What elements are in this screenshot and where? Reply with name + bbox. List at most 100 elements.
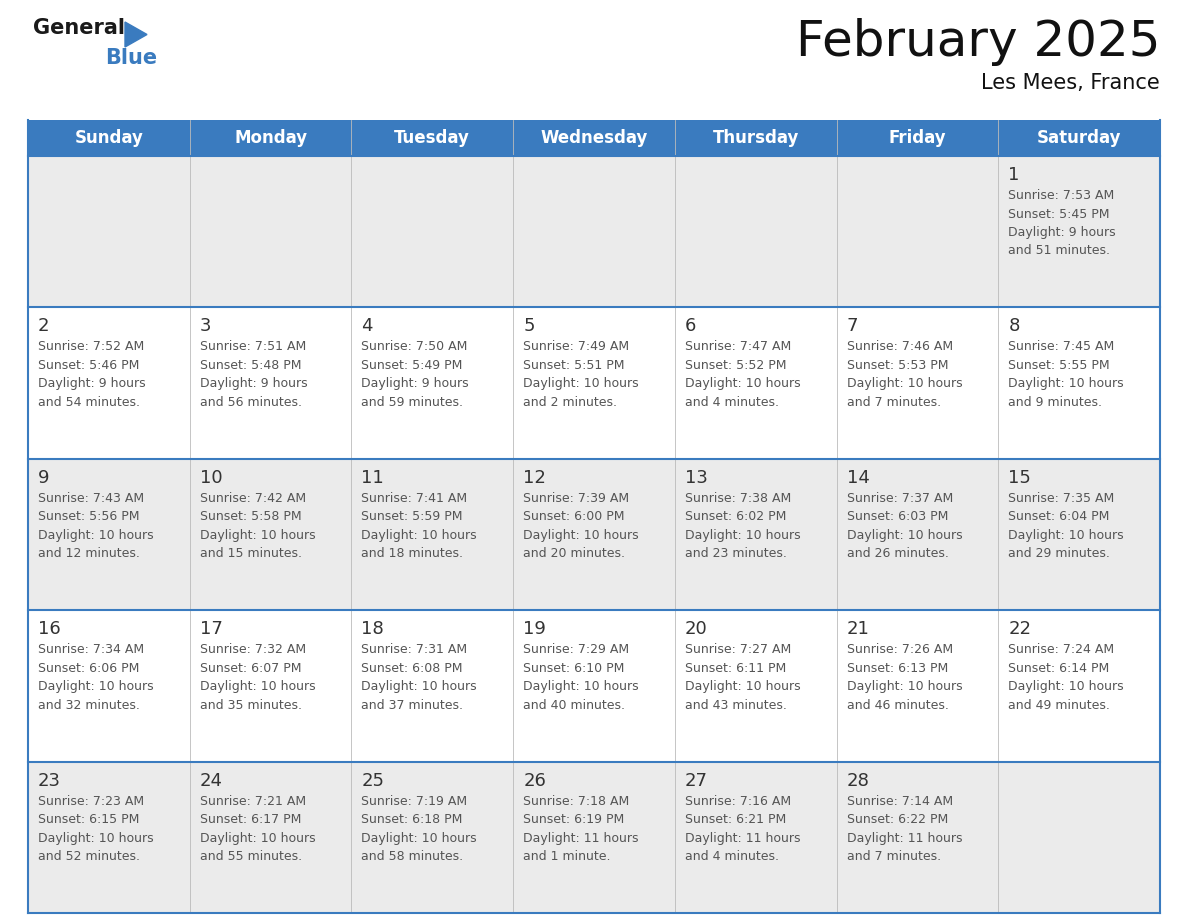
Text: Sunset: 6:17 PM: Sunset: 6:17 PM bbox=[200, 813, 301, 826]
Text: Sunrise: 7:23 AM: Sunrise: 7:23 AM bbox=[38, 795, 144, 808]
Text: Sunrise: 7:47 AM: Sunrise: 7:47 AM bbox=[684, 341, 791, 353]
Text: Sunset: 6:21 PM: Sunset: 6:21 PM bbox=[684, 813, 786, 826]
Text: Sunrise: 7:49 AM: Sunrise: 7:49 AM bbox=[523, 341, 630, 353]
Text: February 2025: February 2025 bbox=[796, 18, 1159, 66]
Text: Daylight: 9 hours: Daylight: 9 hours bbox=[361, 377, 469, 390]
Text: General: General bbox=[33, 18, 125, 38]
Text: 5: 5 bbox=[523, 318, 535, 335]
Text: Sunset: 5:51 PM: Sunset: 5:51 PM bbox=[523, 359, 625, 372]
Bar bbox=[29, 156, 1159, 308]
Text: Sunrise: 7:41 AM: Sunrise: 7:41 AM bbox=[361, 492, 468, 505]
Text: Sunrise: 7:29 AM: Sunrise: 7:29 AM bbox=[523, 644, 630, 656]
Text: and 46 minutes.: and 46 minutes. bbox=[847, 699, 948, 711]
Text: Sunrise: 7:26 AM: Sunrise: 7:26 AM bbox=[847, 644, 953, 656]
Text: Sunrise: 7:16 AM: Sunrise: 7:16 AM bbox=[684, 795, 791, 808]
Text: Sunset: 6:15 PM: Sunset: 6:15 PM bbox=[38, 813, 139, 826]
Text: Daylight: 10 hours: Daylight: 10 hours bbox=[847, 529, 962, 542]
Text: 1: 1 bbox=[1009, 166, 1019, 184]
Text: and 43 minutes.: and 43 minutes. bbox=[684, 699, 786, 711]
Text: Sunrise: 7:34 AM: Sunrise: 7:34 AM bbox=[38, 644, 144, 656]
Text: 16: 16 bbox=[38, 621, 61, 638]
Text: 24: 24 bbox=[200, 772, 222, 789]
Text: and 40 minutes.: and 40 minutes. bbox=[523, 699, 625, 711]
Text: Sunrise: 7:46 AM: Sunrise: 7:46 AM bbox=[847, 341, 953, 353]
Text: Sunset: 6:06 PM: Sunset: 6:06 PM bbox=[38, 662, 139, 675]
Bar bbox=[29, 120, 1159, 156]
Text: 18: 18 bbox=[361, 621, 384, 638]
Text: and 20 minutes.: and 20 minutes. bbox=[523, 547, 625, 560]
Text: 9: 9 bbox=[38, 469, 50, 487]
Text: 3: 3 bbox=[200, 318, 211, 335]
Text: and 4 minutes.: and 4 minutes. bbox=[684, 850, 779, 863]
Text: Daylight: 11 hours: Daylight: 11 hours bbox=[847, 832, 962, 845]
Text: Sunset: 6:18 PM: Sunset: 6:18 PM bbox=[361, 813, 463, 826]
Text: 7: 7 bbox=[847, 318, 858, 335]
Text: Sunset: 5:55 PM: Sunset: 5:55 PM bbox=[1009, 359, 1110, 372]
Text: Sunset: 6:03 PM: Sunset: 6:03 PM bbox=[847, 510, 948, 523]
Text: Daylight: 10 hours: Daylight: 10 hours bbox=[200, 529, 315, 542]
Text: Sunrise: 7:31 AM: Sunrise: 7:31 AM bbox=[361, 644, 468, 656]
Text: Sunset: 6:22 PM: Sunset: 6:22 PM bbox=[847, 813, 948, 826]
Text: Daylight: 10 hours: Daylight: 10 hours bbox=[38, 680, 153, 693]
Text: Sunset: 5:45 PM: Sunset: 5:45 PM bbox=[1009, 207, 1110, 220]
Text: Sunset: 6:04 PM: Sunset: 6:04 PM bbox=[1009, 510, 1110, 523]
Text: and 12 minutes.: and 12 minutes. bbox=[38, 547, 140, 560]
Text: and 9 minutes.: and 9 minutes. bbox=[1009, 396, 1102, 409]
Text: 10: 10 bbox=[200, 469, 222, 487]
Text: Tuesday: Tuesday bbox=[394, 129, 470, 147]
Text: and 56 minutes.: and 56 minutes. bbox=[200, 396, 302, 409]
Text: and 55 minutes.: and 55 minutes. bbox=[200, 850, 302, 863]
Text: Daylight: 10 hours: Daylight: 10 hours bbox=[38, 832, 153, 845]
Text: Sunrise: 7:53 AM: Sunrise: 7:53 AM bbox=[1009, 189, 1114, 202]
Text: Daylight: 11 hours: Daylight: 11 hours bbox=[684, 832, 801, 845]
Text: 11: 11 bbox=[361, 469, 384, 487]
Text: Daylight: 10 hours: Daylight: 10 hours bbox=[1009, 377, 1124, 390]
Text: Daylight: 10 hours: Daylight: 10 hours bbox=[847, 377, 962, 390]
Text: Sunset: 5:48 PM: Sunset: 5:48 PM bbox=[200, 359, 302, 372]
Text: 25: 25 bbox=[361, 772, 385, 789]
Bar bbox=[29, 308, 1159, 459]
Text: 21: 21 bbox=[847, 621, 870, 638]
Text: Sunrise: 7:19 AM: Sunrise: 7:19 AM bbox=[361, 795, 468, 808]
Bar bbox=[29, 762, 1159, 913]
Text: Sunset: 6:13 PM: Sunset: 6:13 PM bbox=[847, 662, 948, 675]
Text: Sunset: 5:53 PM: Sunset: 5:53 PM bbox=[847, 359, 948, 372]
Text: and 54 minutes.: and 54 minutes. bbox=[38, 396, 140, 409]
Text: and 7 minutes.: and 7 minutes. bbox=[847, 396, 941, 409]
Text: and 1 minute.: and 1 minute. bbox=[523, 850, 611, 863]
Text: Sunrise: 7:27 AM: Sunrise: 7:27 AM bbox=[684, 644, 791, 656]
Text: Daylight: 10 hours: Daylight: 10 hours bbox=[847, 680, 962, 693]
Text: Sunrise: 7:43 AM: Sunrise: 7:43 AM bbox=[38, 492, 144, 505]
Text: and 4 minutes.: and 4 minutes. bbox=[684, 396, 779, 409]
Text: Sunset: 5:59 PM: Sunset: 5:59 PM bbox=[361, 510, 463, 523]
Text: 23: 23 bbox=[38, 772, 61, 789]
Text: Sunrise: 7:39 AM: Sunrise: 7:39 AM bbox=[523, 492, 630, 505]
Text: Daylight: 10 hours: Daylight: 10 hours bbox=[361, 832, 478, 845]
Text: and 7 minutes.: and 7 minutes. bbox=[847, 850, 941, 863]
Text: 6: 6 bbox=[684, 318, 696, 335]
Text: and 35 minutes.: and 35 minutes. bbox=[200, 699, 302, 711]
Text: Daylight: 9 hours: Daylight: 9 hours bbox=[1009, 226, 1116, 239]
Text: Saturday: Saturday bbox=[1037, 129, 1121, 147]
Text: and 18 minutes.: and 18 minutes. bbox=[361, 547, 463, 560]
Text: Daylight: 10 hours: Daylight: 10 hours bbox=[523, 377, 639, 390]
Text: 14: 14 bbox=[847, 469, 870, 487]
Text: Blue: Blue bbox=[105, 48, 157, 68]
Text: Sunset: 6:07 PM: Sunset: 6:07 PM bbox=[200, 662, 302, 675]
Text: and 32 minutes.: and 32 minutes. bbox=[38, 699, 140, 711]
Text: Sunrise: 7:32 AM: Sunrise: 7:32 AM bbox=[200, 644, 305, 656]
Text: Daylight: 10 hours: Daylight: 10 hours bbox=[200, 832, 315, 845]
Text: Sunset: 5:56 PM: Sunset: 5:56 PM bbox=[38, 510, 139, 523]
Text: Sunset: 6:00 PM: Sunset: 6:00 PM bbox=[523, 510, 625, 523]
Text: Daylight: 9 hours: Daylight: 9 hours bbox=[200, 377, 308, 390]
Text: Sunrise: 7:52 AM: Sunrise: 7:52 AM bbox=[38, 341, 144, 353]
Text: Daylight: 10 hours: Daylight: 10 hours bbox=[1009, 529, 1124, 542]
Text: and 49 minutes.: and 49 minutes. bbox=[1009, 699, 1110, 711]
Text: Daylight: 10 hours: Daylight: 10 hours bbox=[361, 529, 478, 542]
Text: Sunset: 5:58 PM: Sunset: 5:58 PM bbox=[200, 510, 302, 523]
Text: 19: 19 bbox=[523, 621, 546, 638]
Text: Daylight: 11 hours: Daylight: 11 hours bbox=[523, 832, 639, 845]
Text: Wednesday: Wednesday bbox=[541, 129, 647, 147]
Text: and 2 minutes.: and 2 minutes. bbox=[523, 396, 617, 409]
Text: Sunset: 6:02 PM: Sunset: 6:02 PM bbox=[684, 510, 786, 523]
